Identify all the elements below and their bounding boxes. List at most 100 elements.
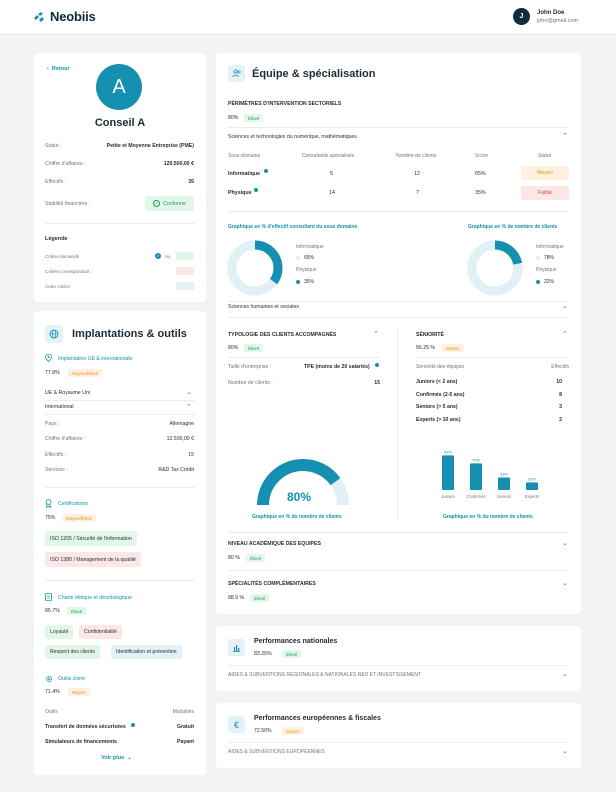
col-clients: Nombre de clients bbox=[396, 153, 437, 159]
status-label: Statut : bbox=[45, 143, 62, 149]
seniority-row-label: Experts (> 10 ans) bbox=[416, 417, 461, 423]
donut2-legend-value: 78% bbox=[544, 255, 555, 261]
bar bbox=[470, 463, 482, 490]
divider bbox=[45, 400, 195, 401]
donut1-legend-value: 35% bbox=[304, 279, 315, 285]
bar bbox=[498, 477, 510, 490]
user-email: john@gmail.com bbox=[537, 18, 579, 24]
legend-matching-swatch bbox=[176, 267, 194, 275]
seniority-row-label: Confirmés (2-5 ans) bbox=[416, 392, 465, 398]
tool-name: Simulateurs de financements bbox=[45, 739, 118, 745]
seniority-row-value: 3 bbox=[559, 404, 562, 410]
user-avatar[interactable]: J bbox=[513, 8, 530, 25]
seniority-row-label: Seniors (> 5 ans) bbox=[416, 404, 458, 410]
subdomain-score: 65% bbox=[475, 171, 486, 177]
chevron-down-icon[interactable]: ⌄ bbox=[562, 580, 568, 587]
charte-tag: Confidentialité bbox=[79, 625, 122, 639]
sector-sciences-humaines[interactable]: Sciences humaines et sociales bbox=[228, 304, 299, 310]
region-eu-uk[interactable]: UE & Royaume Uni bbox=[45, 390, 90, 396]
perf-eu-pct: 72.50% bbox=[254, 728, 272, 734]
bar-category-label: Experts bbox=[525, 494, 539, 499]
chevron-down-icon[interactable]: ⌄ bbox=[562, 671, 568, 678]
specialites-title: SPÉCIALITÉS COMPLÉMENTAIRES bbox=[228, 581, 316, 587]
bar-chart-caption: Graphique en % du nombre de clients bbox=[443, 514, 533, 520]
niveau-pct: 80 % bbox=[228, 555, 240, 561]
perimetres-title: PÉRIMÈTRES D'INTERVENTION SECTORIELS bbox=[228, 101, 342, 107]
perf-europe-card: € Performances européennes & fiscales 72… bbox=[216, 703, 581, 768]
brand-name: Neobiis bbox=[50, 9, 96, 24]
info-icon[interactable] bbox=[264, 169, 268, 173]
certif-tag: ISO 1380 / Management de la qualité bbox=[45, 552, 141, 567]
chevron-up-icon[interactable]: ⌃ bbox=[186, 404, 192, 411]
location-pin-icon bbox=[45, 354, 52, 362]
top-bar: Neobiis J John Doe john@gmail.com bbox=[0, 0, 616, 35]
brand-logo[interactable]: Neobiis bbox=[34, 9, 96, 24]
donut1-legend-value: 65% bbox=[304, 255, 315, 261]
sector-numerique[interactable]: Sciences et technologies du numérique, m… bbox=[228, 134, 357, 140]
divider bbox=[228, 211, 569, 212]
status-value: Petite et Moyenne Entreprise (PME) bbox=[106, 143, 194, 149]
euro-icon: € bbox=[228, 716, 245, 733]
charte-badge: Élevé bbox=[67, 607, 87, 615]
country-value: Allemagne bbox=[169, 421, 194, 427]
perf-nat-row[interactable]: AIDES & SUBVENTIONS REGIONALES & NATIONA… bbox=[228, 672, 421, 678]
chevron-up-icon[interactable]: ⌃ bbox=[562, 331, 568, 338]
perf-nat-badge: Élevé bbox=[282, 650, 302, 658]
see-more-label: Voir plus bbox=[101, 755, 125, 761]
perf-eu-row[interactable]: AIDES & SUBVENTIONS EUROPÉENNES bbox=[228, 749, 325, 755]
perf-nat-title: Performances nationales bbox=[254, 638, 338, 645]
services-value: R&D Tax Crédit bbox=[158, 467, 194, 473]
divider bbox=[228, 532, 569, 533]
info-icon[interactable] bbox=[254, 188, 258, 192]
chevron-down-icon[interactable]: ⌄ bbox=[562, 303, 568, 310]
bar-category-label: Confirmés bbox=[466, 494, 485, 499]
donut1-legend-label: Informatique bbox=[296, 244, 324, 250]
chevron-up-icon[interactable]: ⌃ bbox=[562, 133, 568, 140]
equipe-card: Équipe & spécialisation PÉRIMÈTRES D'INT… bbox=[216, 53, 581, 614]
charte-tag: Identification et prévention bbox=[111, 645, 182, 659]
seniority-row-value: 2 bbox=[559, 417, 562, 423]
chevron-down-icon[interactable]: ⌄ bbox=[562, 540, 568, 547]
document-icon bbox=[45, 593, 52, 601]
bar-value-label: 33% bbox=[500, 471, 508, 476]
legend-requested-swatch bbox=[176, 252, 194, 260]
charte-pct: 85.7% bbox=[45, 608, 60, 614]
seniorite-badge: Moyen bbox=[442, 344, 464, 352]
region-international[interactable]: International bbox=[45, 404, 74, 410]
intl-staff-label: Effectifs : bbox=[45, 452, 67, 458]
seniorite-title: SÉNIORITÉ bbox=[416, 332, 444, 338]
col-status: Statut bbox=[538, 153, 552, 159]
bar bbox=[442, 455, 454, 490]
back-link[interactable]: ‹ Retour bbox=[47, 66, 70, 72]
certif-badge: Moyen/Élevé bbox=[62, 514, 97, 522]
intl-revenue-label: Chiffre d'affaires : bbox=[45, 436, 86, 442]
outils-badge: Moyen bbox=[68, 688, 90, 696]
chevron-up-icon[interactable]: ⌃ bbox=[373, 331, 379, 338]
legend-requested-label: Critère demandé : bbox=[45, 254, 82, 259]
divider bbox=[45, 580, 195, 581]
legend-title: Légende bbox=[45, 236, 68, 242]
chevron-down-icon[interactable]: ⌄ bbox=[562, 748, 568, 755]
see-more-link[interactable]: Voir plus ⌄ bbox=[101, 755, 132, 761]
legend-dot bbox=[296, 256, 300, 260]
seniorite-col-teams: Séniorité des équipes bbox=[416, 364, 465, 370]
specialites-pct: 88.9 % bbox=[228, 595, 245, 601]
outils-pct: 71.4% bbox=[45, 689, 60, 695]
tool-name: Transfert de données sécurisées bbox=[45, 724, 126, 730]
perf-eu-title: Performances européennes & fiscales bbox=[254, 715, 381, 722]
bar-value-label: 70% bbox=[472, 457, 480, 462]
client-count-label: Nombre de clients : bbox=[228, 380, 273, 386]
info-icon[interactable] bbox=[131, 723, 135, 727]
chevron-down-icon[interactable]: ⌄ bbox=[186, 389, 192, 396]
award-icon bbox=[45, 499, 52, 508]
charte-tag: Loyauté bbox=[45, 625, 74, 639]
divider bbox=[45, 414, 195, 415]
typologie-title: TYPOLOGIE DES CLIENTS ACCOMPAGNÉS bbox=[228, 332, 337, 338]
subdomain-consultants: 5 bbox=[330, 171, 333, 177]
tool-mode: Gratuit bbox=[176, 724, 194, 730]
info-icon[interactable] bbox=[375, 363, 379, 367]
gauge-chart bbox=[257, 459, 349, 506]
services-label: Services : bbox=[45, 467, 68, 473]
legend-dot bbox=[536, 256, 540, 260]
subdomain-consultants: 14 bbox=[329, 190, 335, 196]
